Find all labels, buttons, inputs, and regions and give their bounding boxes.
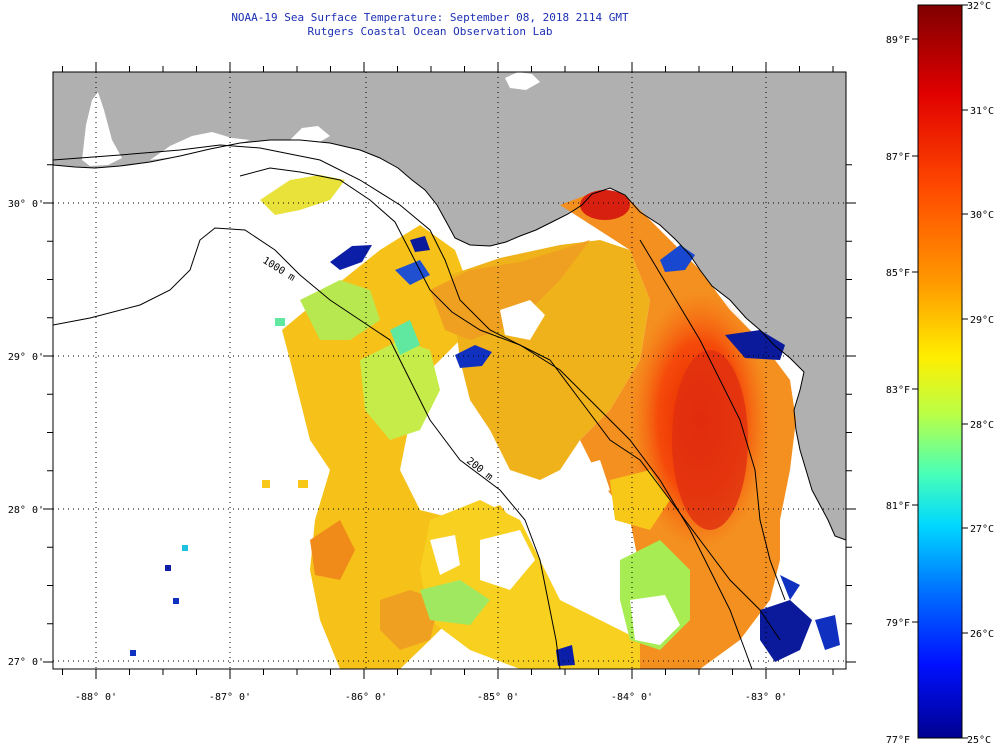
colorbar: 89°F 87°F 85°F 83°F 81°F 79°F 77°F 32°C … [886,1,994,746]
colorbar-f-label: 81°F [886,501,910,512]
colorbar-c-label: 28°C [970,420,994,431]
colorbar-gradient [917,4,963,739]
colorbar-c-label: 31°C [970,106,994,117]
isobath-shelf [239,167,781,641]
longitude-axis: -88° 0' -87° 0' -86° 0' -85° 0' -84° 0' … [75,692,787,703]
sst-field [130,175,840,669]
lon-tick-label: -88° 0' [75,692,117,703]
map-title: NOAA-19 Sea Surface Temperature: Septemb… [231,11,629,24]
colorbar-f-label: 85°F [886,268,910,279]
lon-tick-label: -84° 0' [611,692,653,703]
coastline [53,139,846,541]
colorbar-c-label: 27°C [970,524,994,535]
axis-ticks [43,62,856,679]
lat-tick-label: 30° 0' [8,199,44,210]
lake-inlet [505,72,540,90]
coastal-sound [150,132,250,160]
colorbar-c-label: 25°C [967,735,991,746]
isobath-nearshore [639,239,786,601]
lon-tick-label: -85° 0' [477,692,519,703]
colorbar-c-label: 29°C [970,315,994,326]
isobath-inner [53,144,753,669]
lat-tick-label: 28° 0' [8,505,44,516]
colorbar-f-label: 87°F [886,152,910,163]
lon-tick-label: -87° 0' [209,692,251,703]
colorbar-c-label: 32°C [967,1,991,12]
isobath-outer [53,227,561,669]
colorbar-f-label: 83°F [886,385,910,396]
latitude-axis: 30° 0' 29° 0' 28° 0' 27° 0' [8,199,44,668]
lon-tick-label: -83° 0' [745,692,787,703]
lat-tick-label: 27° 0' [8,657,44,668]
colorbar-f-label: 77°F [886,735,910,746]
colorbar-ticks [912,4,968,739]
mobile-bay [82,92,122,166]
colorbar-f-label: 79°F [886,618,910,629]
colorbar-f-label: 89°F [886,35,910,46]
colorbar-c-label: 30°C [970,210,994,221]
lat-tick-label: 29° 0' [8,352,44,363]
graticule [53,72,846,669]
land-mass [53,72,846,540]
map-subtitle: Rutgers Coastal Ocean Observation Lab [307,25,553,38]
colorbar-c-label: 26°C [970,629,994,640]
map-frame [52,71,847,670]
lon-tick-label: -86° 0' [345,692,387,703]
